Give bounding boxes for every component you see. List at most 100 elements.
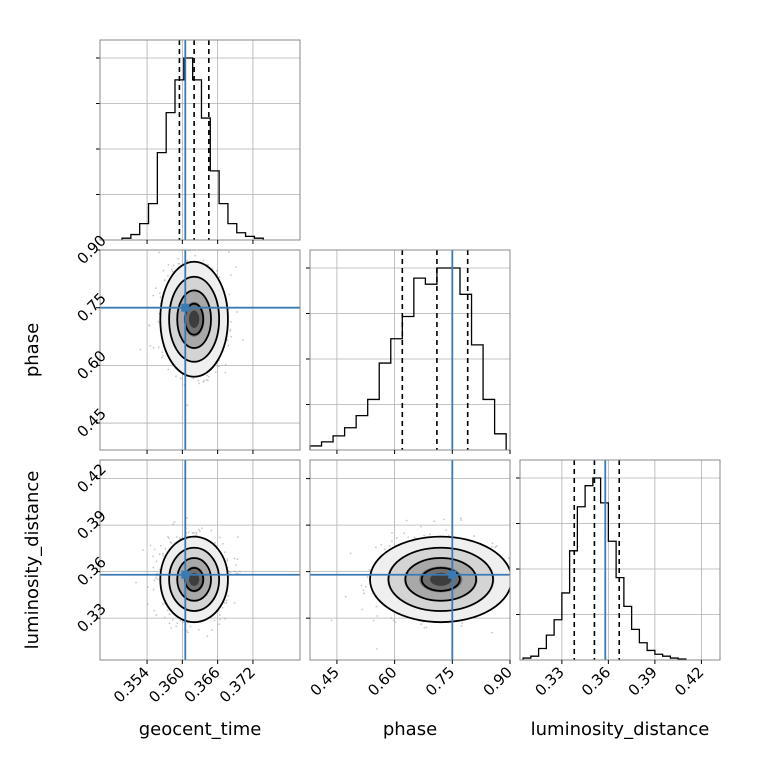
scatter-point (167, 264, 170, 266)
scatter-point (218, 536, 221, 539)
scatter-point (445, 529, 448, 531)
scatter-point (235, 572, 238, 575)
scatter-point (375, 605, 378, 608)
scatter-point (525, 578, 527, 580)
scatter-point (173, 521, 176, 523)
scatter-point (160, 356, 163, 359)
x-tick-label: 0.45 (307, 663, 343, 699)
x-tick-label: 0.354 (110, 663, 153, 706)
panel-frame (99, 459, 301, 661)
y-tick-label: 0.42 (73, 460, 109, 496)
grid-lines (561, 460, 702, 660)
scatter-point (171, 619, 174, 622)
scatter-point (176, 622, 179, 625)
scatter-point (210, 529, 213, 532)
scatter-point (141, 549, 144, 551)
scatter-point (218, 614, 221, 616)
scatter-point (394, 621, 397, 623)
scatter-point (375, 648, 378, 650)
scatter-point (407, 536, 410, 539)
scatter-point (175, 625, 178, 628)
scatter-point (223, 602, 226, 604)
scatter-point (154, 287, 157, 290)
scatter-point (161, 552, 164, 555)
x-tick-label: 0.33 (532, 663, 568, 699)
scatter-point (227, 251, 230, 253)
scatter-point (182, 621, 185, 624)
scatter-point (361, 608, 364, 611)
y-tick-label: 0.36 (73, 553, 109, 589)
scatter-point (227, 594, 230, 597)
scatter-point (210, 629, 213, 631)
panel-frame (309, 249, 511, 451)
scatter-point (517, 598, 519, 600)
x-axis-label-geocent-time: geocent_time (139, 719, 262, 740)
scatter-point (198, 530, 201, 532)
y-tick-label: 0.75 (73, 289, 109, 325)
scatter-point (395, 537, 398, 539)
scatter-point (236, 311, 238, 313)
scatter-point (146, 603, 149, 606)
scatter-point (344, 595, 347, 598)
panel-frame (99, 249, 301, 451)
scatter-point (405, 519, 408, 522)
scatter-point (459, 517, 462, 520)
scatter-point (224, 364, 227, 366)
scatter-point (225, 601, 228, 604)
scatter-point (491, 631, 493, 634)
scatter-point (167, 535, 169, 538)
y-tick-label: 0.33 (73, 600, 109, 636)
scatter-point (423, 626, 426, 629)
scatter-point (420, 525, 422, 528)
scatter-point (178, 262, 181, 265)
scatter-point (219, 618, 221, 621)
scatter-point (158, 251, 161, 254)
scatter-point (195, 533, 198, 535)
scatter-point (179, 377, 182, 380)
scatter-point (528, 562, 530, 564)
contour-line (168, 546, 221, 612)
scatter-point (365, 585, 367, 588)
scatter-point (461, 622, 464, 625)
scatter-point (547, 559, 549, 561)
scatter-point (153, 548, 156, 551)
scatter-point (391, 531, 393, 534)
scatter-point (162, 354, 164, 357)
scatter-point (216, 269, 218, 272)
scatter-point (186, 631, 189, 634)
histogram-panel-geocent-time (96, 39, 301, 244)
scatter-point (146, 586, 149, 588)
scatter-point (157, 346, 160, 349)
scatter-point (153, 579, 156, 582)
scatter-point (197, 528, 200, 531)
x-tick-label: 0.372 (216, 663, 259, 706)
scatter-point (392, 619, 395, 622)
scatter-point (177, 257, 180, 260)
y-axis-label-phase: phase (22, 323, 43, 377)
contour-line (387, 546, 494, 612)
scatter-point (167, 537, 170, 540)
scatter-point (239, 570, 241, 573)
scatter-point (166, 609, 169, 612)
panel-frame (519, 459, 721, 661)
scatter-point (225, 599, 228, 602)
scatter-point (442, 518, 445, 521)
grid-lines (310, 267, 510, 405)
scatter-point (368, 569, 371, 571)
scatter-point (161, 351, 164, 353)
y-tick-label: 0.39 (73, 507, 109, 543)
scatter-point (229, 328, 232, 331)
scatter-point (162, 269, 165, 272)
scatter-point (158, 292, 161, 295)
scatter-point (167, 274, 169, 277)
scatter-point (170, 542, 173, 545)
scatter-point (155, 614, 158, 617)
contour-line (404, 557, 478, 602)
scatter-point (241, 339, 244, 342)
scatter-point (159, 296, 162, 298)
scatter-point (518, 575, 520, 577)
scatter-point (218, 276, 221, 278)
scatter-point (153, 609, 156, 612)
scatter-point (164, 547, 167, 550)
scatter-point (228, 293, 231, 296)
